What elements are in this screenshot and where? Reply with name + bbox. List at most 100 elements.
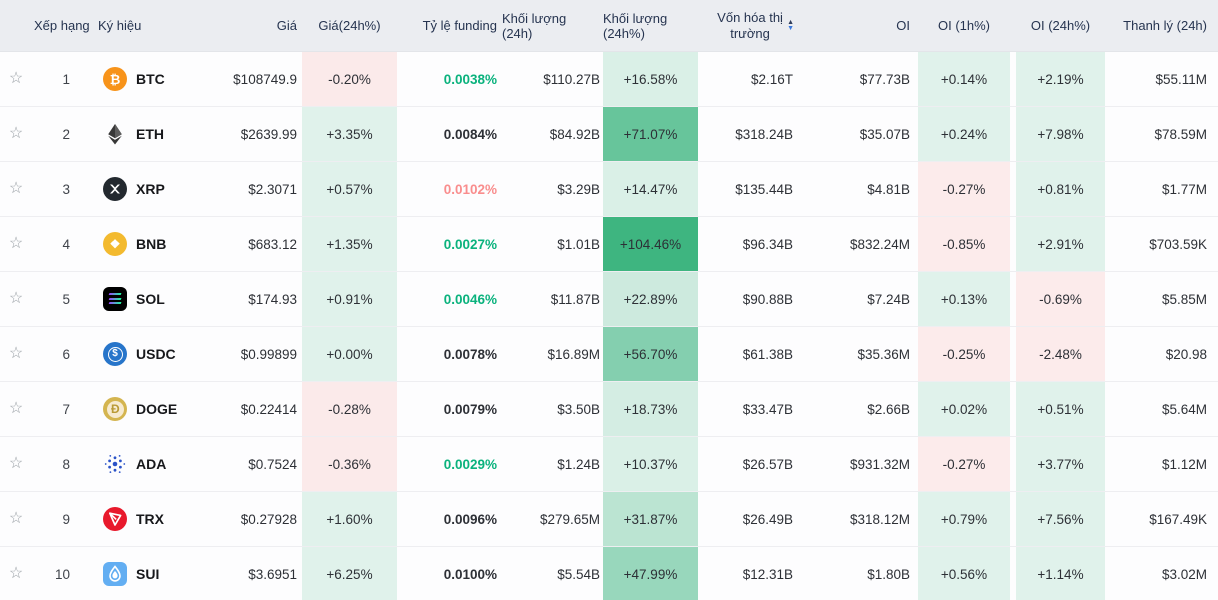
favorite-star-icon[interactable]: ☆: [8, 400, 24, 417]
favorite-star-icon[interactable]: ☆: [8, 235, 24, 252]
bnb-icon: ❖: [103, 232, 127, 256]
liquidation-cell-value: $3.02M: [1161, 566, 1207, 582]
favorite-star-icon[interactable]: ☆: [8, 180, 24, 197]
price-change-cell-value: +0.00%: [326, 346, 373, 362]
coin-row-trx[interactable]: ☆ 9 TRX $0.27928 +1.60% 0.0096% $279.65M +31.87…: [0, 492, 1218, 547]
oi-24h-column-header[interactable]: OI (24h%): [1013, 0, 1108, 51]
volume-cell-value: $3.50B: [557, 401, 600, 417]
price-cell: $0.27928: [220, 492, 302, 546]
symbol-label: TRX: [136, 511, 164, 527]
symbol-cell: ETH: [70, 107, 220, 161]
oi-1h-change-cell-value: +0.56%: [940, 566, 988, 582]
sol-icon: [103, 287, 127, 311]
coin-row-sol[interactable]: ☆ 5 SOL $174.93 +0.91% 0.0046% $11.87B +22.89% $…: [0, 272, 1218, 327]
symbol-cell: ADA: [70, 437, 220, 491]
price-cell-value: $0.22414: [240, 401, 297, 417]
market-cap-cell: $96.34B: [698, 217, 798, 271]
favorite-cell: ☆: [0, 492, 32, 546]
open-interest-cell-value: $931.32M: [849, 456, 910, 472]
volume-change-cell: +18.73%: [603, 382, 698, 436]
favorite-star-icon[interactable]: ☆: [8, 290, 24, 307]
oi-1h-column-header[interactable]: OI (1h%): [915, 0, 1013, 51]
volume-change-column-header[interactable]: Khối lượng (24h%): [603, 0, 698, 51]
oi-1h-change-cell-value: -0.85%: [942, 236, 986, 252]
oi-24h-change-cell: +2.91%: [1013, 217, 1108, 271]
price-column-header[interactable]: Giá: [220, 0, 302, 51]
liquidation-cell: $5.64M: [1108, 382, 1218, 436]
oi-column-header[interactable]: OI: [798, 0, 915, 51]
favorite-star-icon[interactable]: ☆: [8, 345, 24, 362]
oi-24h-change-cell-value: +0.81%: [1037, 181, 1084, 197]
liquidation-cell: $5.85M: [1108, 272, 1218, 326]
price-change-cell-value: +1.35%: [326, 236, 373, 252]
funding-rate-cell-value: 0.0046%: [443, 291, 497, 307]
volume-cell: $3.50B: [502, 382, 603, 436]
favorite-star-icon[interactable]: ☆: [8, 70, 24, 87]
sort-toggle-icon[interactable]: ▲ ▼: [787, 19, 794, 32]
liquidation-column-header[interactable]: Thanh lý (24h): [1108, 0, 1218, 51]
market-cap-cell: $33.47B: [698, 382, 798, 436]
volume-cell: $1.24B: [502, 437, 603, 491]
open-interest-cell-value: $318.12M: [849, 511, 910, 527]
rank-column-header[interactable]: Xếp hạng: [32, 0, 90, 51]
funding-header-label: Tỷ lệ funding: [422, 18, 497, 33]
favorite-star-icon[interactable]: ☆: [8, 125, 24, 142]
price-change-header-label: Giá(24h%): [318, 18, 381, 33]
market-cap-cell: $61.38B: [698, 327, 798, 381]
coin-row-ada[interactable]: ☆ 8 ADA $0.7524 -0.36% 0.0029% $1.24B +10.37% $2…: [0, 437, 1218, 492]
coin-row-eth[interactable]: ☆ 2 ETH $2639.99 +3.35% 0.0084% $84.92B +71.07%…: [0, 107, 1218, 162]
open-interest-cell-value: $2.66B: [867, 401, 910, 417]
liquidation-cell-value: $1.77M: [1161, 181, 1207, 197]
coin-row-sui[interactable]: ☆ 10 SUI $3.6951 +6.25% 0.0100% $5.54B +47.99% $…: [0, 547, 1218, 600]
btc-icon: ₿: [103, 67, 127, 91]
volume-cell: $279.65M: [502, 492, 603, 546]
favorite-star-icon[interactable]: ☆: [8, 565, 24, 582]
oi-1h-change-cell-value: -0.27%: [942, 456, 986, 472]
market-cap-cell-value: $26.49B: [742, 511, 793, 527]
volume-cell: $3.29B: [502, 162, 603, 216]
volume-change-cell-value: +18.73%: [623, 401, 678, 417]
funding-rate-cell-value: 0.0084%: [443, 126, 497, 142]
coin-row-xrp[interactable]: ☆ 3 XRP $2.3071 +0.57% 0.0102% $3.29B +14.47% $1…: [0, 162, 1218, 217]
volume-change-cell-value: +14.47%: [623, 181, 678, 197]
volume-cell-value: $84.92B: [549, 126, 600, 142]
price-cell: $683.12: [220, 217, 302, 271]
volume-column-header[interactable]: Khối lượng (24h): [502, 0, 603, 51]
price-cell: $3.6951: [220, 547, 302, 600]
oi-24h-change-cell: -0.69%: [1013, 272, 1108, 326]
market-cap-column-header[interactable]: Vốn hóa thị trường ▲ ▼: [698, 0, 798, 51]
price-change-column-header[interactable]: Giá(24h%): [302, 0, 397, 51]
oi-24h-change-cell-value: +7.98%: [1037, 126, 1084, 142]
symbol-cell: Ð DOGE: [70, 382, 220, 436]
liquidation-cell: $167.49K: [1108, 492, 1218, 546]
symbol-cell: SOL: [70, 272, 220, 326]
market-cap-cell-value: $135.44B: [735, 181, 793, 197]
oi-24h-change-cell-value: +2.91%: [1037, 236, 1084, 252]
oi-1h-change-cell-value: +0.14%: [940, 71, 988, 87]
favorite-cell: ☆: [0, 272, 32, 326]
open-interest-cell-value: $35.07B: [859, 126, 910, 142]
market-cap-header-line1: Vốn hóa thị: [717, 9, 783, 25]
price-change-cell: +1.35%: [302, 217, 397, 271]
coin-row-bnb[interactable]: ☆ 4 ❖ BNB $683.12 +1.35% 0.0027% $1.01B +104.46%…: [0, 217, 1218, 272]
sui-icon: [103, 562, 127, 586]
price-change-cell: +6.25%: [302, 547, 397, 600]
symbol-label: SUI: [136, 566, 160, 582]
volume-cell-value: $279.65M: [539, 511, 600, 527]
symbol-column-header[interactable]: Ký hiệu: [70, 0, 220, 51]
funding-column-header[interactable]: Tỷ lệ funding: [397, 0, 502, 51]
coin-row-btc[interactable]: ☆ 1 ₿ BTC $108749.9 -0.20% 0.0038% $110.27B +16.…: [0, 52, 1218, 107]
price-cell: $0.99899: [220, 327, 302, 381]
oi-24h-change-cell-value: +7.56%: [1037, 511, 1084, 527]
oi-1h-change-cell: -0.27%: [915, 162, 1013, 216]
price-cell-value: $3.6951: [248, 566, 297, 582]
volume-change-header-label: Khối lượng (24h%): [603, 10, 668, 41]
favorite-star-icon[interactable]: ☆: [8, 455, 24, 472]
favorite-star-icon[interactable]: ☆: [8, 510, 24, 527]
coin-row-doge[interactable]: ☆ 7 Ð DOGE $0.22414 -0.28% 0.0079% $3.50B +18.73…: [0, 382, 1218, 437]
coin-row-usdc[interactable]: ☆ 6 $ USDC $0.99899 +0.00% 0.0078% $16.89M +56.7…: [0, 327, 1218, 382]
funding-rate-cell-value: 0.0078%: [443, 346, 497, 362]
price-change-cell: +0.91%: [302, 272, 397, 326]
favorite-cell: ☆: [0, 52, 32, 106]
xrp-icon: [103, 177, 127, 201]
